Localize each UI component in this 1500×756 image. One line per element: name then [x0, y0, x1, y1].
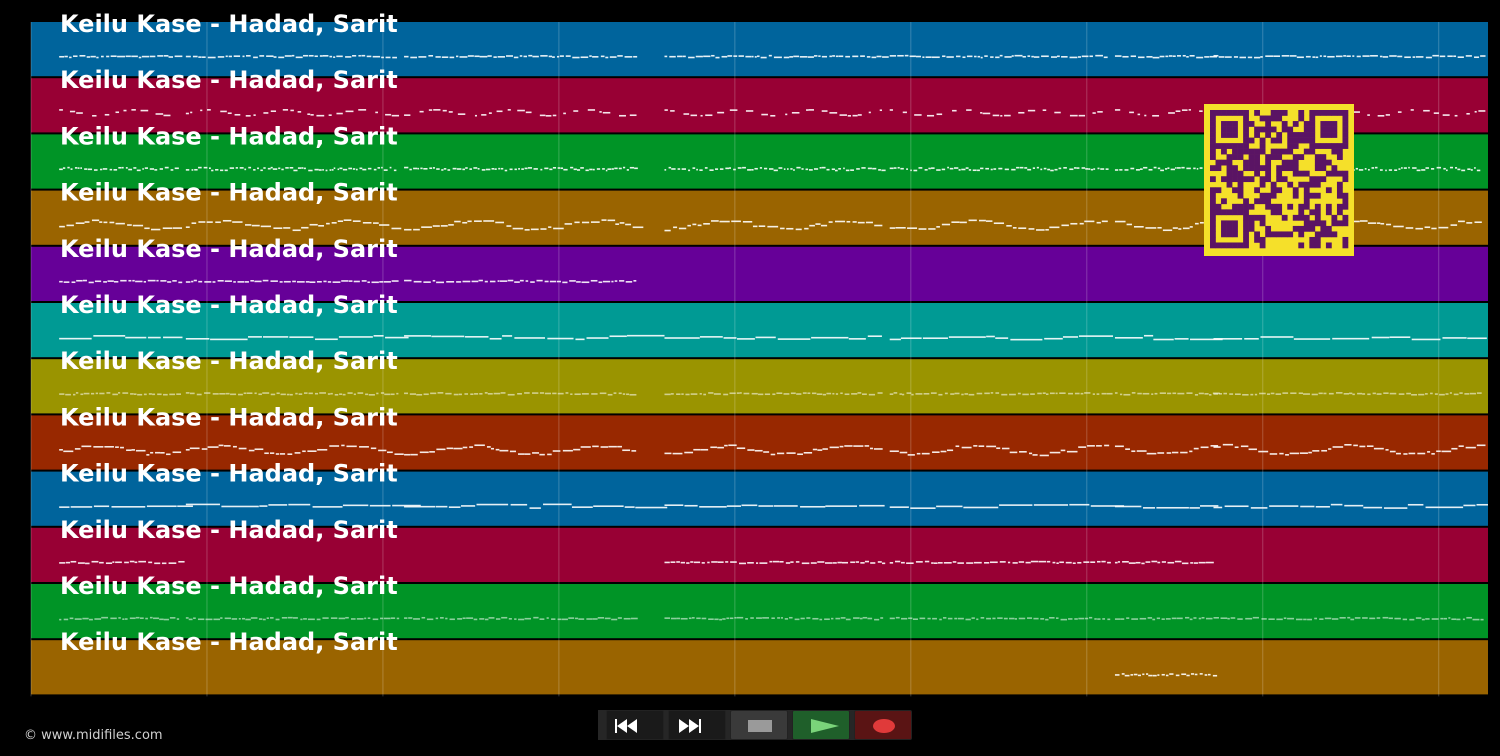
time-tick-label: 125.0s [884, 708, 938, 710]
track-notes [59, 334, 1487, 341]
track-lane [31, 359, 1488, 414]
rewind-button[interactable] [606, 710, 664, 740]
track-label: Keilu Kase - Hadad, Sarit [60, 516, 398, 544]
track-lane [31, 303, 1488, 358]
qr-code-image [1204, 104, 1354, 256]
time-tick-label: 175.0s [1236, 708, 1290, 710]
fast-forward-button[interactable] [668, 710, 726, 740]
time-tick-label: 200.0s [1412, 708, 1466, 710]
track-lane [31, 471, 1488, 526]
track-notes [59, 392, 1482, 396]
time-tick-label: 150.0s [1060, 708, 1114, 710]
stop-button[interactable] [730, 710, 788, 740]
track-lane [31, 584, 1488, 639]
time-tick-label: 50.0s [361, 708, 405, 710]
track-notes [59, 219, 1482, 232]
track-label: Keilu Kase - Hadad, Sarit [60, 179, 398, 207]
fast-forward-icon [679, 719, 701, 733]
track-lane [31, 415, 1488, 470]
time-tick-label: 100.0s [708, 708, 762, 710]
track-lane [31, 22, 1488, 77]
rewind-icon [615, 719, 637, 733]
record-button[interactable] [854, 710, 912, 740]
track-notes [1114, 673, 1218, 677]
track-lane [31, 527, 1488, 582]
play-button[interactable] [792, 710, 850, 740]
time-tick-label: 0.0s [14, 708, 48, 710]
track-label: Keilu Kase - Hadad, Sarit [60, 347, 398, 375]
track-label: Keilu Kase - Hadad, Sarit [60, 572, 398, 600]
playback-controls [598, 710, 912, 740]
record-icon [873, 719, 895, 733]
track-notes [59, 54, 1486, 59]
track-notes [59, 443, 1486, 457]
track-lane [31, 640, 1488, 695]
copyright-text: © www.midifiles.com [24, 728, 163, 743]
play-icon [811, 719, 839, 733]
track-label: Keilu Kase - Hadad, Sarit [60, 460, 398, 488]
track-notes [59, 560, 1214, 565]
time-tick-label: 25.0s [185, 708, 229, 710]
stop-icon [748, 720, 772, 732]
track-label: Keilu Kase - Hadad, Sarit [60, 235, 398, 263]
track-label: Keilu Kase - Hadad, Sarit [60, 628, 398, 656]
track-notes [59, 503, 1488, 509]
track-notes [59, 616, 1484, 621]
track-notes [59, 279, 637, 284]
track-notes [59, 166, 1481, 172]
track-label: Keilu Kase - Hadad, Sarit [60, 66, 398, 94]
track-label: Keilu Kase - Hadad, Sarit [60, 122, 398, 150]
track-label: Keilu Kase - Hadad, Sarit [60, 403, 398, 431]
track-label: Keilu Kase - Hadad, Sarit [60, 291, 398, 319]
track-label: Keilu Kase - Hadad, Sarit [60, 10, 398, 38]
time-tick-label: 75.0s [537, 708, 581, 710]
